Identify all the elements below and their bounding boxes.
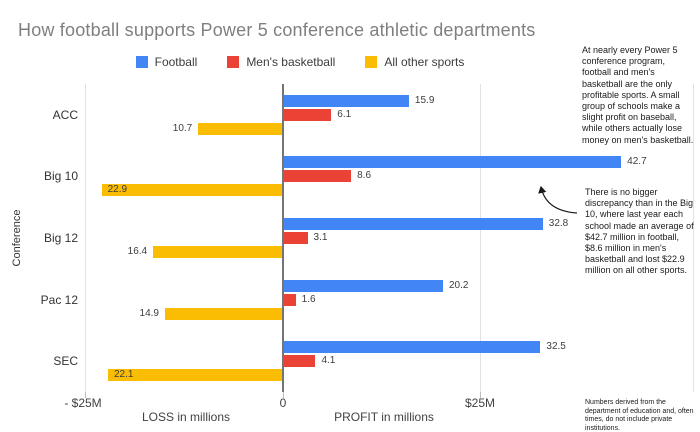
legend-item-all-other-sports[interactable]: All other sports <box>365 55 464 69</box>
category-label-big-12: Big 12 <box>43 231 78 245</box>
source-footnote: Numbers derived from the department of e… <box>585 399 694 432</box>
legend-swatch <box>135 56 148 68</box>
category-label-acc: ACC <box>52 107 78 122</box>
category-label-pac-12: Pac 12 <box>40 292 78 307</box>
gridline-plus-25m <box>480 84 481 392</box>
annotation-profitable-sports: At nearly every Power 5 conference progr… <box>582 45 694 145</box>
legend-label: Men's basketball <box>246 55 336 69</box>
tick-mark-zero <box>283 392 284 398</box>
bar-value-all-other-sports-acc: 10.7 <box>172 122 193 134</box>
bar-value-football-pac-12: 20.2 <box>448 279 469 291</box>
bar-value-all-other-sports-pac-12: 14.9 <box>139 307 159 319</box>
bar-value-men-s-basketball-pac-12: 1.6 <box>301 293 316 305</box>
bar-men-s-basketball-sec[interactable] <box>283 355 316 368</box>
bar-all-other-sports-pac-12[interactable] <box>164 307 283 320</box>
bar-football-big-12[interactable] <box>283 218 543 230</box>
bar-football-acc[interactable] <box>283 94 409 107</box>
bar-men-s-basketball-acc[interactable] <box>283 108 332 121</box>
x-tick-zero: 0 <box>279 396 287 410</box>
bar-value-all-other-sports-big-10: 22.9 <box>107 184 128 196</box>
plot-right-border <box>693 84 694 392</box>
bar-football-big-10[interactable] <box>283 156 622 169</box>
legend-swatch <box>227 56 240 68</box>
bar-football-pac-12[interactable] <box>283 279 443 292</box>
legend-item-football[interactable]: Football <box>135 55 198 69</box>
bar-all-other-sports-big-10[interactable] <box>101 184 283 197</box>
legend: Football Men's basketball All other sports <box>85 55 515 69</box>
bar-value-football-big-12: 32.8 <box>548 218 569 229</box>
bar-value-all-other-sports-big-12: 16.4 <box>127 246 148 257</box>
bar-value-all-other-sports-sec: 22.1 <box>113 369 134 381</box>
bar-value-football-big-10: 42.7 <box>627 156 647 168</box>
bar-men-s-basketball-big-10[interactable] <box>283 170 352 183</box>
legend-label: All other sports <box>384 55 465 69</box>
category-label-big-10: Big 10 <box>43 169 78 184</box>
bar-value-football-sec: 32.5 <box>546 341 566 353</box>
bar-all-other-sports-acc[interactable] <box>198 122 283 135</box>
x-tick-plus-25m: $25M <box>464 396 496 410</box>
bar-men-s-basketball-big-12[interactable] <box>283 232 308 244</box>
legend-swatch <box>365 56 378 68</box>
bar-value-men-s-basketball-sec: 4.1 <box>321 355 336 367</box>
bar-all-other-sports-sec[interactable] <box>107 369 283 382</box>
annotation-big10-discrepancy: There is no bigger discrepancy than in t… <box>585 187 694 276</box>
legend-label: Football <box>154 55 198 69</box>
bar-all-other-sports-big-12[interactable] <box>153 246 283 258</box>
tick-mark-minus-25m <box>85 392 86 398</box>
bar-men-s-basketball-pac-12[interactable] <box>283 293 296 306</box>
x-axis-label-loss: LOSS in millions <box>141 410 231 424</box>
bar-value-men-s-basketball-big-10: 8.6 <box>357 170 372 182</box>
bar-value-men-s-basketball-acc: 6.1 <box>337 108 352 120</box>
zero-baseline <box>282 84 284 392</box>
chart-title: How football supports Power 5 conference… <box>18 20 536 40</box>
bar-value-football-acc: 15.9 <box>414 94 435 106</box>
gridline-minus-25m <box>85 84 86 392</box>
x-axis-label-profit: PROFIT in millions <box>334 410 434 424</box>
legend-item-men-s-basketball[interactable]: Men's basketball <box>227 55 335 69</box>
bar-value-men-s-basketball-big-12: 3.1 <box>313 232 328 243</box>
bar-football-sec[interactable] <box>283 341 541 354</box>
x-tick-minus-25m: - $25M <box>64 396 102 410</box>
tick-mark-plus-25m <box>480 392 481 398</box>
y-axis-title: Conference <box>11 209 23 267</box>
category-label-sec: SEC <box>53 354 78 369</box>
